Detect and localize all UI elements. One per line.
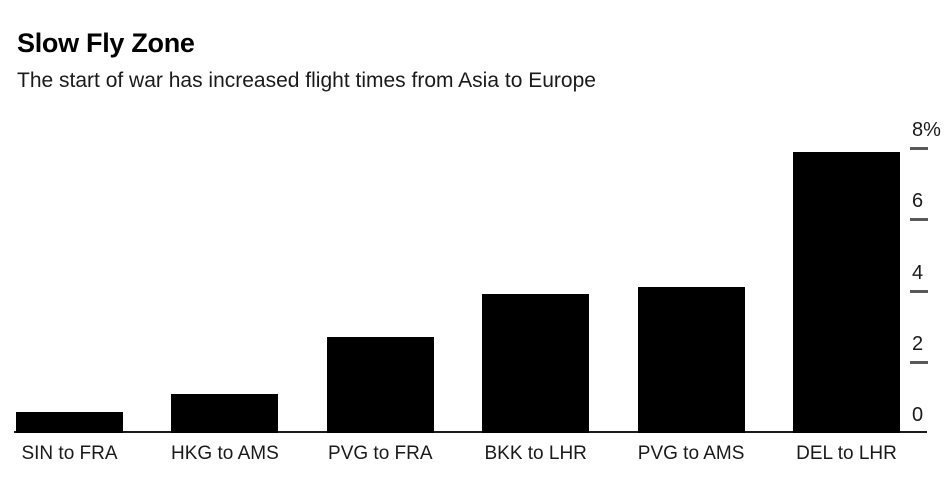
x-axis-label-pvg-to-fra: PVG to FRA [328, 443, 433, 464]
y-axis-tick-label-8: 8% [912, 119, 941, 141]
x-axis-label-pvg-to-ams: PVG to AMS [637, 443, 745, 464]
y-axis-tick-mark-4 [910, 289, 928, 293]
y-axis-tick-label-2: 2 [912, 332, 924, 355]
x-axis-label-bkk-to-lhr: BKK to LHR [484, 443, 587, 464]
chart-subtitle: The start of war has increased flight ti… [17, 69, 596, 92]
bar-pvg-to-fra [326, 336, 434, 433]
x-axis-label-del-to-lhr: DEL to LHR [796, 443, 897, 464]
x-axis-line [14, 431, 927, 433]
y-axis-tick-label-0: 0 [912, 404, 924, 426]
x-axis-label-sin-to-fra: SIN to FRA [21, 443, 118, 464]
y-axis-tick-mark-8 [910, 147, 928, 150]
bar-pvg-to-ams [637, 286, 745, 433]
bar-sin-to-fra [16, 411, 123, 433]
y-axis-tick-label-4: 4 [912, 261, 924, 284]
bar-bkk-to-lhr [482, 294, 590, 433]
chart-title: Slow Fly Zone [17, 28, 195, 59]
y-axis-tick-label-6: 6 [912, 190, 924, 213]
x-axis-label-hkg-to-ams: HKG to AMS [171, 443, 279, 464]
y-axis-tick-mark-2 [910, 360, 928, 364]
y-axis-tick-mark-6 [910, 218, 928, 222]
bar-del-to-lhr [793, 151, 900, 433]
bar-hkg-to-ams [171, 393, 279, 433]
